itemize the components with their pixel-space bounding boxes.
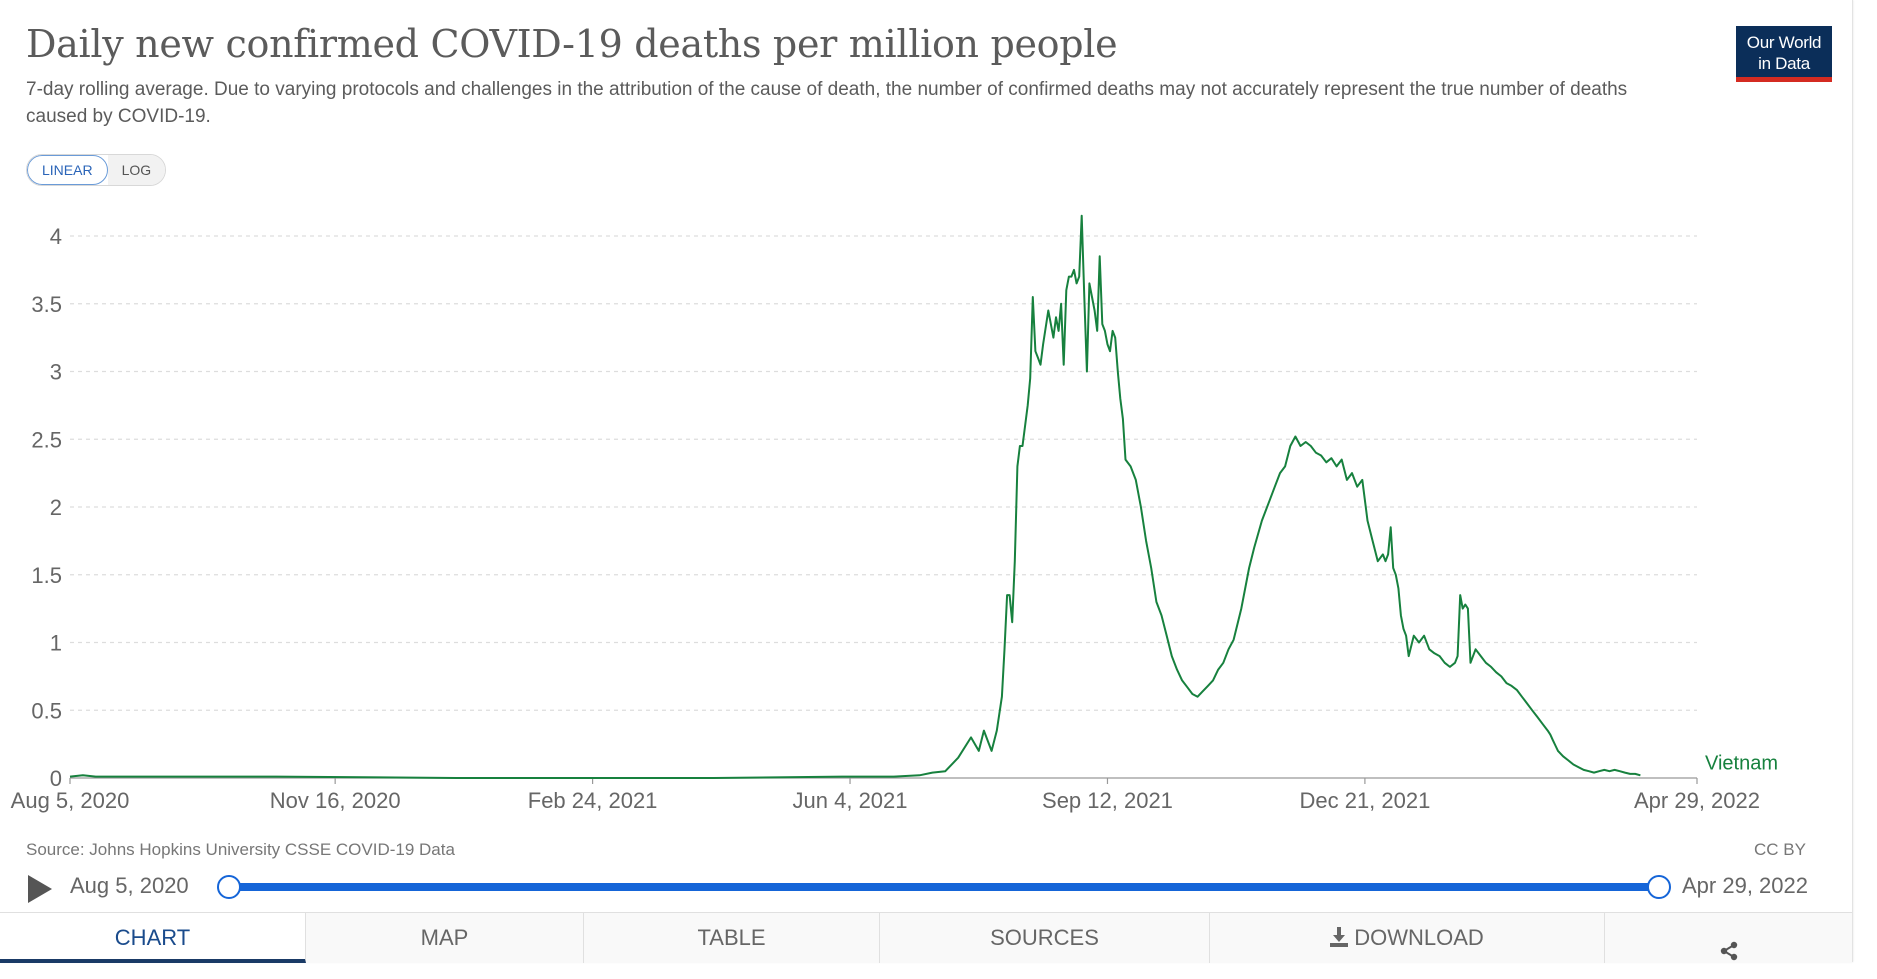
y-tick-label: 1 — [50, 631, 62, 656]
tab-download[interactable]: DOWNLOAD — [1210, 913, 1605, 963]
y-tick-label: 1.5 — [31, 563, 62, 588]
x-tick-label: Apr 29, 2022 — [1634, 788, 1760, 813]
chart-subtitle: 7-day rolling average. Due to varying pr… — [26, 79, 1628, 127]
tab-share[interactable] — [1605, 913, 1852, 963]
timeline-end-handle[interactable] — [1647, 875, 1671, 899]
license-label[interactable]: CC BY — [1754, 840, 1806, 859]
y-axis-ticks: 0 0.5 1 1.5 2 2.5 3 3.5 4 — [31, 224, 62, 791]
log-scale-button[interactable]: LOG — [107, 155, 166, 185]
source-note[interactable]: Source: Johns Hopkins University CSSE CO… — [26, 840, 455, 859]
chart-card: Daily new confirmed COVID-19 deaths per … — [0, 0, 1853, 963]
timeline-start-label: Aug 5, 2020 — [70, 873, 189, 898]
tab-table[interactable]: TABLE — [584, 913, 880, 963]
y-tick-label: 2.5 — [31, 427, 62, 452]
line-chart: 0 0.5 1 1.5 2 2.5 3 3.5 4 Aug 5, 2020 Nov 16, 202… — [11, 214, 1778, 813]
timeline-end-label: Apr 29, 2022 — [1682, 873, 1808, 898]
series-line-vietnam — [69, 214, 1641, 779]
share-icon — [1719, 929, 1739, 961]
x-tick-label: Jun 4, 2021 — [793, 788, 908, 813]
scale-toggle: LINEAR LOG — [26, 154, 167, 186]
series-group: Vietnam — [69, 214, 1778, 779]
download-icon — [1330, 915, 1349, 947]
x-tick-label: Aug 5, 2020 — [11, 788, 130, 813]
tab-bar: CHART MAP TABLE SOURCES DOWNLOAD — [0, 912, 1852, 963]
timeline: Aug 5, 2020 Apr 29, 2022 — [26, 872, 1832, 903]
play-icon[interactable] — [28, 875, 52, 903]
series-label-vietnam: Vietnam — [1705, 752, 1778, 774]
y-tick-label: 0 — [50, 766, 62, 791]
tab-map[interactable]: MAP — [306, 913, 584, 963]
grid-lines — [70, 235, 1697, 711]
timeline-start-handle[interactable] — [217, 875, 241, 899]
linear-scale-button[interactable]: LINEAR — [27, 155, 108, 185]
logo-line-1: Our World — [1746, 33, 1822, 52]
y-tick-label: 3 — [50, 360, 62, 385]
tab-sources[interactable]: SOURCES — [880, 913, 1210, 963]
x-tick-label: Dec 21, 2021 — [1299, 788, 1430, 813]
x-tick-label: Feb 24, 2021 — [528, 788, 658, 813]
y-tick-label: 4 — [50, 224, 62, 249]
timeline-track[interactable] — [227, 883, 1657, 891]
download-label: DOWNLOAD — [1354, 925, 1484, 950]
x-axis-ticks: Aug 5, 2020 Nov 16, 2020 Feb 24, 2021 Jun 4… — [11, 778, 1760, 813]
x-tick-label: Sep 12, 2021 — [1042, 788, 1173, 813]
x-tick-label: Nov 16, 2020 — [270, 788, 401, 813]
logo-line-2: in Data — [1758, 54, 1810, 73]
tab-chart[interactable]: CHART — [0, 913, 306, 963]
y-tick-label: 2 — [50, 495, 62, 520]
chart-title: Daily new confirmed COVID-19 deaths per … — [26, 22, 1118, 66]
owid-logo[interactable]: Our World in Data — [1736, 26, 1832, 82]
y-tick-label: 0.5 — [31, 698, 62, 723]
y-tick-label: 3.5 — [31, 292, 62, 317]
